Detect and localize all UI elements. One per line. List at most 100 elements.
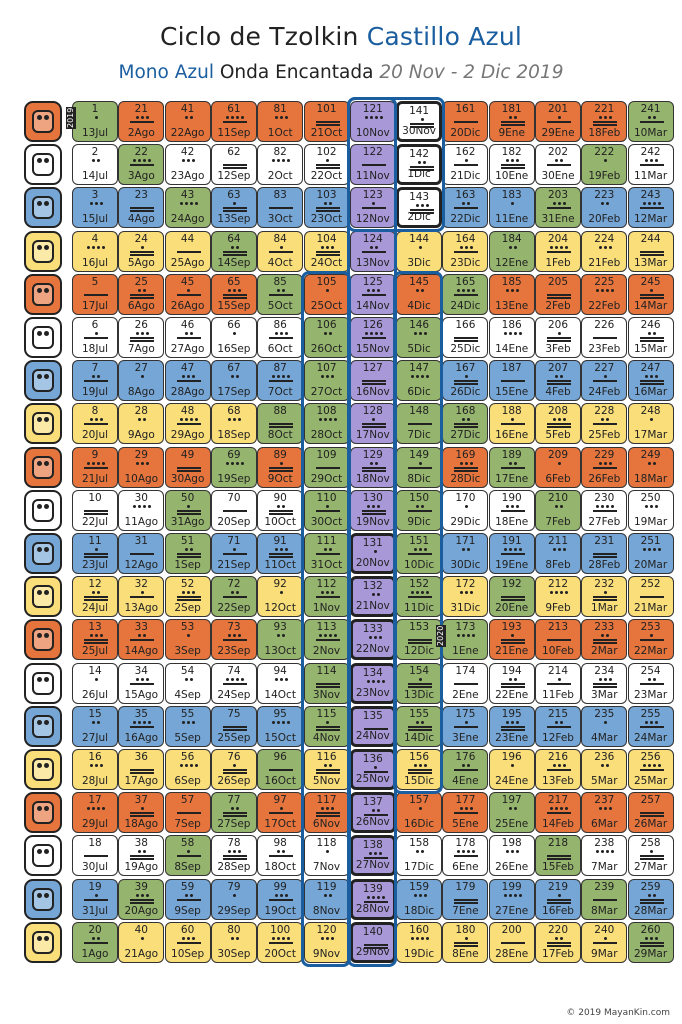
kin-date: 29Mar <box>634 947 668 960</box>
kin-date: 24Sep <box>217 688 251 701</box>
kin-number: 233 <box>594 621 615 634</box>
kin-number: 43 <box>180 189 195 202</box>
kin-date: 31Oct <box>310 559 343 571</box>
kin-number: 122 <box>362 146 383 159</box>
kin-date: 22Oct <box>310 170 343 183</box>
kin-cell: 251 20Mar <box>627 533 674 574</box>
star-icon <box>24 403 62 445</box>
kin-date: 7Feb <box>545 515 571 528</box>
kin-cell: 45 26Ago <box>164 273 211 315</box>
tone-symbol <box>353 679 393 693</box>
kin-cell: 227 24Feb <box>581 360 628 402</box>
kin-number: 235 <box>594 707 615 720</box>
tone-symbol <box>443 720 487 734</box>
kin-number: 145 <box>409 275 430 288</box>
kin-cell: 2 14Jul <box>72 144 118 186</box>
tone-symbol <box>536 677 580 691</box>
night-icon <box>24 187 62 229</box>
kin-cell: 184 12Ene <box>488 230 535 272</box>
tone-symbol <box>119 633 163 647</box>
tone-symbol <box>629 158 673 172</box>
kin-cell: 187 15Ene <box>488 360 535 402</box>
kin-cell: 171 30Dic <box>442 533 489 574</box>
kin-number: 10 <box>88 491 102 504</box>
tone-symbol <box>582 288 626 302</box>
kin-number: 130 <box>362 491 383 504</box>
kin-cell: 42 23Ago <box>164 144 211 186</box>
kin-cell: 82 2Oct <box>257 144 304 186</box>
kin-cell: 163 22Dic <box>442 187 489 229</box>
tone-symbol <box>351 461 395 475</box>
kin-date: 15Mar <box>634 343 668 355</box>
kin-date: 17Ago <box>124 775 159 787</box>
kin-date: 4Oct <box>267 256 293 269</box>
kin-date: 28Mar <box>634 904 668 917</box>
kin-cell: 128 17Nov <box>349 403 396 445</box>
kin-cell: 21 2Ago <box>118 101 165 142</box>
kin-cell: 143 2Dic <box>396 187 443 229</box>
kin-cell: 32 13Ago <box>118 576 165 618</box>
kin-cell: 243 12Mar <box>627 187 674 229</box>
kin-cell: 60 10Sep <box>164 921 211 963</box>
kin-cell: 39 20Ago <box>118 878 165 920</box>
tone-symbol <box>119 461 163 475</box>
kin-number: 59 <box>180 880 195 893</box>
kin-number: 109 <box>316 448 337 461</box>
kin-date: 15Nov <box>355 343 390 355</box>
kin-date: 9Dic <box>407 515 431 528</box>
kin-date: 22Nov <box>355 643 390 656</box>
kin-date: 26Nov <box>355 816 390 829</box>
kin-cell: 177 5Ene <box>442 792 489 834</box>
page-subtitle: Mono Azul Onda Encantada 20 Nov - 2 Dic … <box>0 62 682 83</box>
kin-number: 124 <box>362 232 383 245</box>
kin-number: 111 <box>316 535 337 547</box>
kin-date: 11Feb <box>542 688 574 701</box>
tone-symbol <box>353 808 393 822</box>
kin-cell: 176 4Ene <box>442 749 489 790</box>
kin-date: 2Oct <box>267 170 293 183</box>
tone-symbol <box>397 590 441 604</box>
tone-symbol <box>258 417 302 431</box>
tone-symbol <box>443 417 487 431</box>
tone-symbol <box>73 115 117 129</box>
kin-cell: 165 24Dic <box>442 273 489 315</box>
kin-number: 260 <box>640 923 661 936</box>
tone-symbol <box>166 806 210 820</box>
tone-symbol <box>119 201 163 215</box>
kin-date: 13Oct <box>264 645 296 658</box>
kin-number: 18 <box>88 837 102 850</box>
tone-symbol <box>629 936 673 950</box>
kin-number: 255 <box>640 707 661 720</box>
kin-number: 23 <box>134 189 148 202</box>
tone-symbol <box>258 763 302 777</box>
kin-cell: 206 3Feb <box>535 317 581 358</box>
kin-date: 1Dic <box>407 168 431 181</box>
kin-cell: 133 22Nov <box>349 619 396 661</box>
tone-symbol <box>582 245 626 259</box>
kin-cell: 195 23Ene <box>488 705 535 747</box>
kin-cell: 147 6Dic <box>396 360 443 402</box>
kin-cell: 87 7Oct <box>257 360 304 402</box>
tone-symbol <box>629 245 673 259</box>
tone-symbol <box>305 158 349 172</box>
kin-date: 13Jul <box>81 127 109 139</box>
kin-number: 218 <box>547 837 569 850</box>
tone-symbol <box>629 417 673 431</box>
tone-symbol <box>258 201 302 215</box>
kin-number: 221 <box>594 103 615 115</box>
kin-cell: 222 19Feb <box>581 144 628 186</box>
kin-number: 84 <box>273 232 287 245</box>
kin-date: 16Oct <box>264 775 296 787</box>
kin-cell: 73 23Sep <box>210 619 257 661</box>
kin-cell: 182 10Ene <box>488 144 535 186</box>
kin-number: 106 <box>316 319 337 331</box>
tone-symbol <box>397 288 441 302</box>
kin-date: 4Sep <box>174 688 201 701</box>
tone-symbol <box>443 893 487 907</box>
kin-date: 16Feb <box>542 904 574 917</box>
tone-symbol <box>582 763 626 777</box>
kin-number: 176 <box>455 751 476 763</box>
tone-symbol <box>443 374 487 388</box>
kin-cell: 248 17Mar <box>627 403 674 445</box>
kin-number: 49 <box>180 448 195 461</box>
